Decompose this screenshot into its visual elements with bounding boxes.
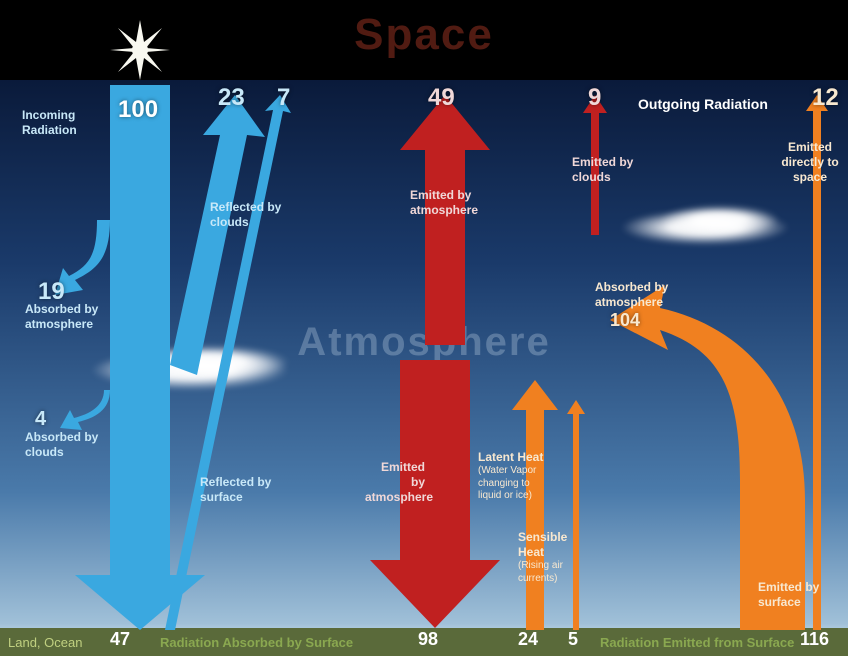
cloud-icon bbox=[660, 205, 780, 235]
absorbed-atmo-solar-label: Absorbed byatmosphere bbox=[25, 302, 98, 332]
ground-sensible: 5 bbox=[568, 629, 578, 650]
absorbed-atmosphere-solar-arrow bbox=[55, 220, 125, 310]
emitted-clouds-value: 9 bbox=[588, 84, 601, 112]
sensible-heat-sublabel: (Rising aircurrents) bbox=[518, 560, 563, 585]
ground-absorbed-label: Radiation Absorbed by Surface bbox=[160, 635, 353, 650]
ground-latent: 24 bbox=[518, 629, 538, 650]
emitted-direct-value: 12 bbox=[812, 84, 839, 112]
latent-heat-label: Latent Heat bbox=[478, 450, 543, 465]
sun-icon bbox=[110, 20, 170, 80]
absorbed-clouds-label: Absorbed byclouds bbox=[25, 430, 98, 460]
emitted-clouds-label: Emitted byclouds bbox=[572, 155, 633, 185]
emitted-atmo-up-value: 49 bbox=[428, 84, 455, 112]
emitted-direct-label: Emitteddirectly tospace bbox=[775, 140, 845, 185]
emitted-atmosphere-up-arrow bbox=[400, 95, 490, 345]
absorbed-clouds-value: 4 bbox=[35, 408, 46, 431]
reflected-surface-arrow bbox=[165, 95, 325, 635]
absorbed-atmo-ir-value: 104 bbox=[610, 310, 640, 331]
outgoing-label: Outgoing Radiation bbox=[638, 96, 768, 114]
sensible-heat-arrow bbox=[565, 400, 587, 630]
reflected-clouds-label: Reflected byclouds bbox=[210, 200, 281, 230]
sensible-heat-label: SensibleHeat bbox=[518, 530, 567, 560]
emitted-atmo-down-label: Emitted byatmosphere bbox=[365, 460, 425, 505]
incoming-value: 100 bbox=[118, 96, 158, 124]
land-ocean-label: Land, Ocean bbox=[8, 635, 82, 650]
absorbed-atmo-ir-label: Absorbed byatmosphere bbox=[595, 280, 668, 310]
ground-emitted-label: Radiation Emitted from Surface bbox=[600, 635, 794, 650]
reflected-surface-value: 7 bbox=[277, 84, 290, 112]
ground-absorbed-solar: 47 bbox=[110, 629, 130, 650]
emitted-surface-label: Emitted bysurface bbox=[758, 580, 819, 610]
ground-emitted-value: 116 bbox=[800, 629, 829, 650]
reflected-surface-label: Reflected bysurface bbox=[200, 475, 271, 505]
incoming-label: IncomingRadiation bbox=[22, 108, 77, 138]
reflected-clouds-value: 23 bbox=[218, 84, 245, 112]
latent-heat-sublabel: (Water Vaporchanging toliquid or ice) bbox=[478, 465, 536, 503]
ground-absorbed-ir: 98 bbox=[418, 629, 438, 650]
space-title: Space bbox=[354, 10, 494, 60]
emitted-atmo-up-label: Emitted byatmosphere bbox=[410, 188, 478, 218]
latent-heat-arrow bbox=[510, 380, 560, 630]
